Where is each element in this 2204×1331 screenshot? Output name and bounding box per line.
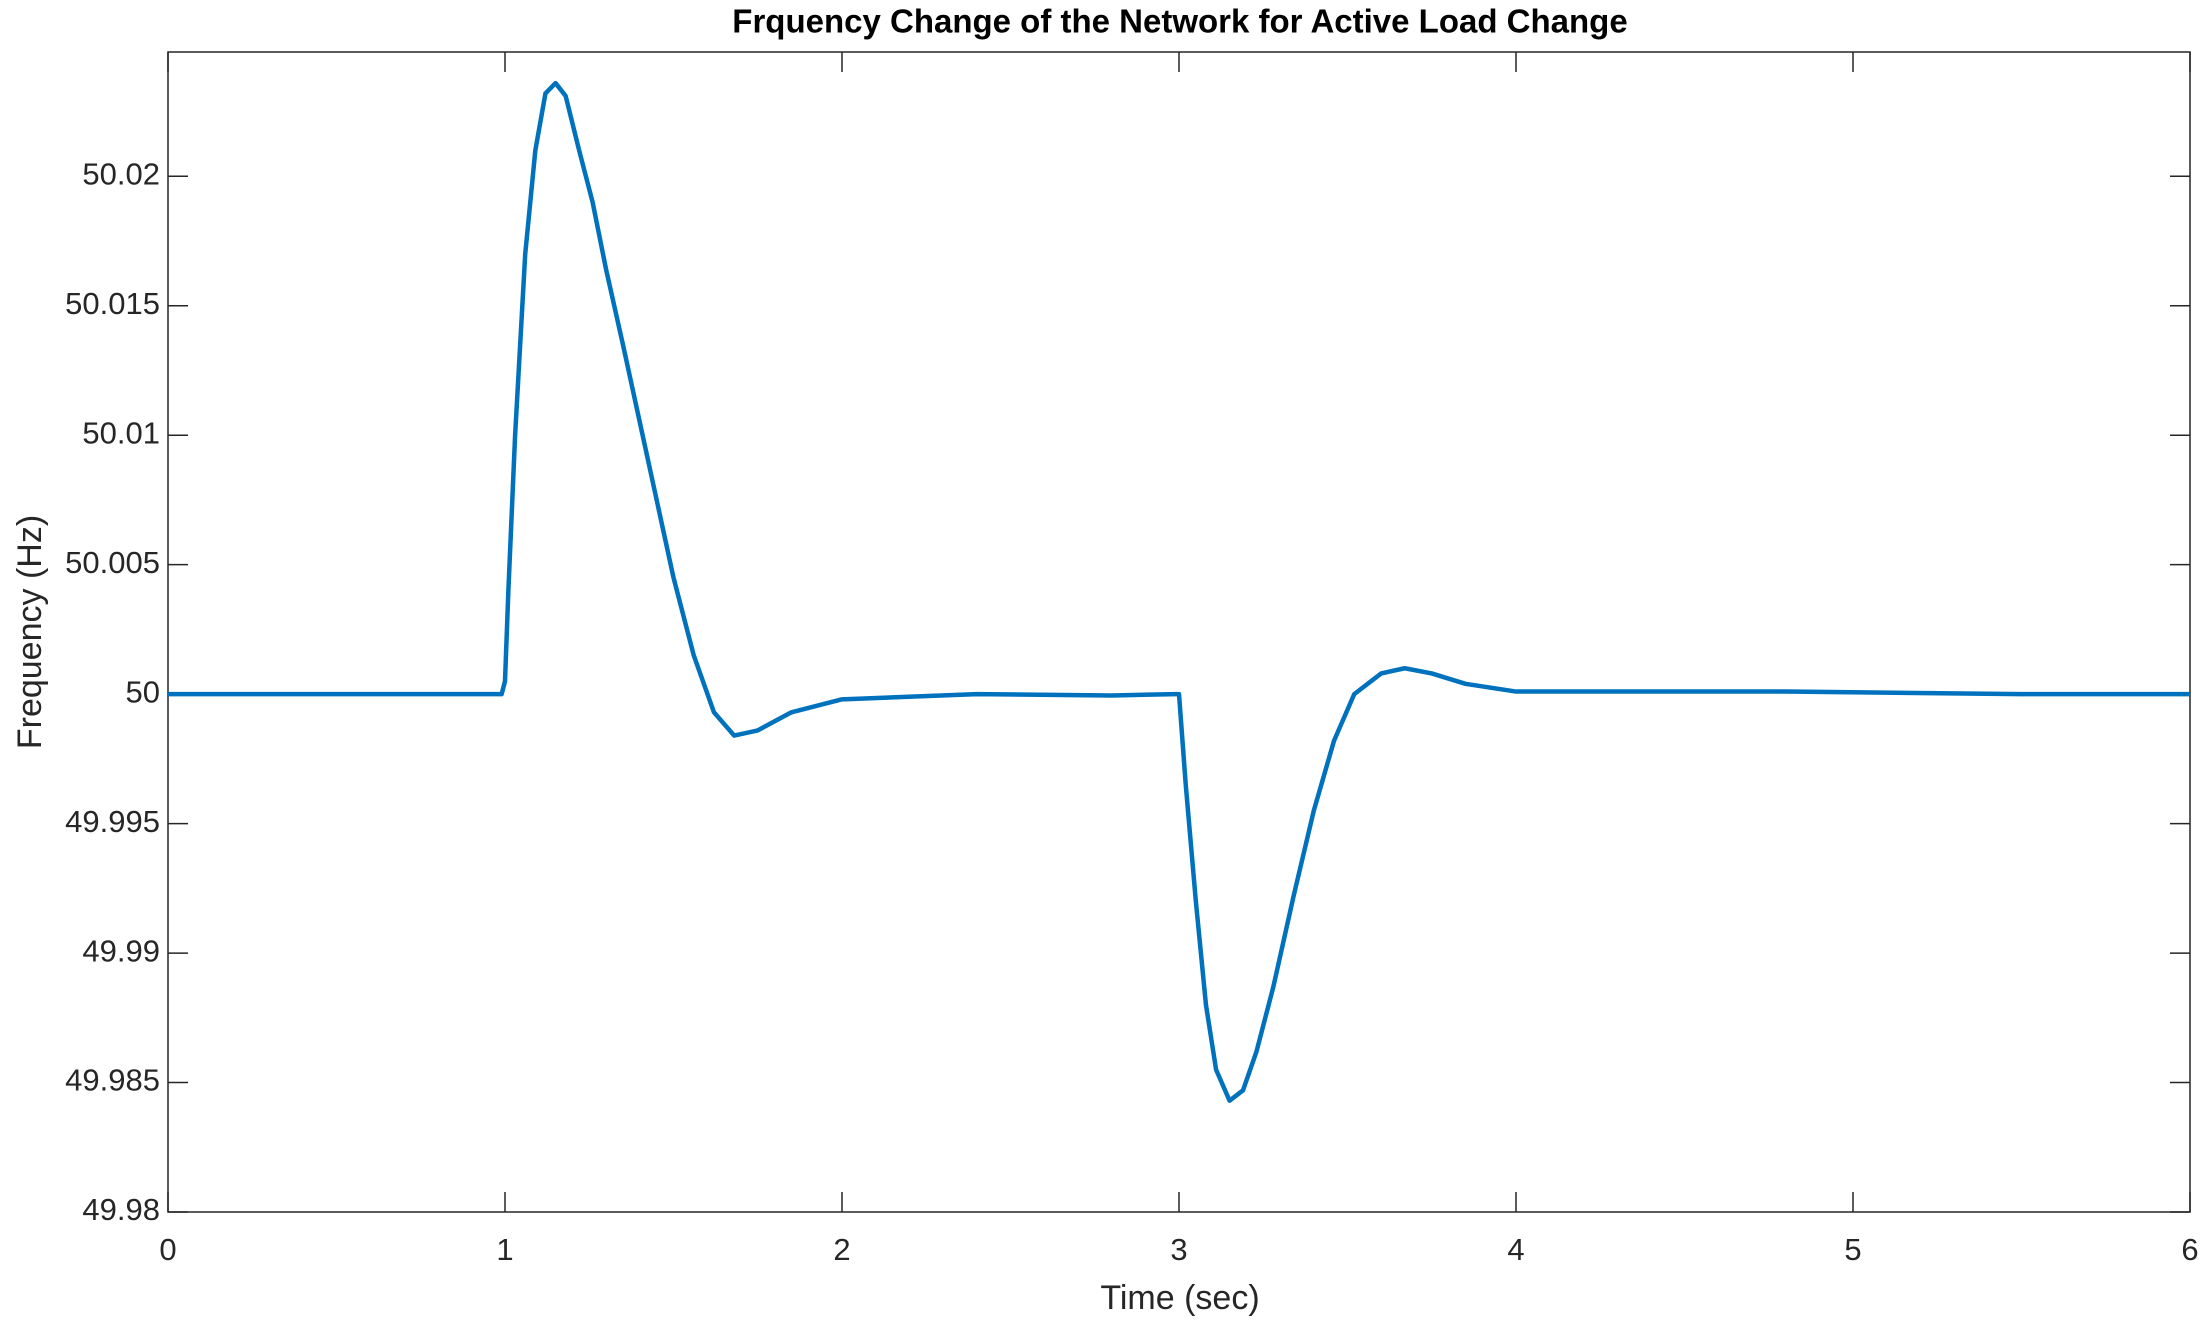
- x-tick-label: 1: [496, 1232, 513, 1267]
- y-tick-label: 50.02: [82, 156, 160, 191]
- y-tick-label: 49.99: [82, 933, 160, 968]
- x-tick-label: 2: [833, 1232, 850, 1267]
- y-tick-label: 50.015: [65, 286, 160, 321]
- chart-title: Frquency Change of the Network for Activ…: [732, 3, 1627, 40]
- y-tick-label: 50.01: [82, 415, 160, 450]
- y-axis-label: Frequency (Hz): [11, 515, 49, 749]
- y-tick-label: 50: [126, 674, 160, 709]
- y-tick-label: 49.995: [65, 804, 160, 839]
- y-tick-label: 49.985: [65, 1063, 160, 1098]
- x-tick-label: 5: [1844, 1232, 1861, 1267]
- x-axis-label: Time (sec): [1100, 1279, 1259, 1317]
- x-tick-label: 0: [159, 1232, 176, 1267]
- y-tick-label: 49.98: [82, 1192, 160, 1227]
- data-line: [168, 80, 2190, 1103]
- plot-frame: [167, 51, 2191, 1213]
- x-tick-label: 3: [1170, 1232, 1187, 1267]
- y-tick-label: 50.005: [65, 545, 160, 580]
- x-tick-label: 6: [2181, 1232, 2198, 1267]
- x-tick-label: 4: [1507, 1232, 1524, 1267]
